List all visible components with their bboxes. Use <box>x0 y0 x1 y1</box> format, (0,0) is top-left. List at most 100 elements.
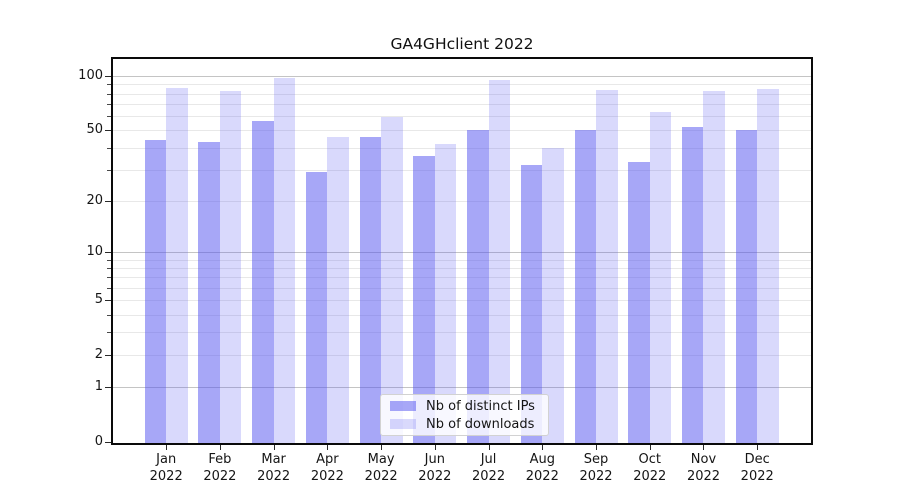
x-axis-label-jan: Jan 2022 <box>149 452 183 484</box>
bar-distinct-ips-feb <box>198 141 220 443</box>
bar-downloads-oct <box>649 112 672 443</box>
y-axis-label: 10 <box>86 243 103 259</box>
gridline-minor <box>113 355 811 357</box>
y-axis-tick <box>105 200 111 202</box>
x-axis-label-mar: Mar 2022 <box>257 452 291 484</box>
x-axis-label-dec: Dec 2022 <box>740 452 774 484</box>
y-axis-label: 1 <box>94 379 103 395</box>
y-axis-label: 5 <box>94 292 103 308</box>
x-axis-tick <box>757 445 759 450</box>
y-axis-minor-tick <box>107 116 111 117</box>
x-axis-tick <box>219 445 221 450</box>
bar-downloads-feb <box>219 90 242 443</box>
bar-distinct-ips-jun <box>413 155 435 443</box>
legend-label: Nb of distinct IPs <box>426 398 535 414</box>
y-axis-minor-tick <box>107 103 111 105</box>
gridline-minor <box>113 169 811 171</box>
chart-title: GA4GHclient 2022 <box>390 35 534 53</box>
gridline-major <box>113 75 811 77</box>
bar-distinct-ips-dec <box>735 130 758 443</box>
y-axis-tick <box>105 355 111 357</box>
x-axis-label-nov: Nov 2022 <box>686 452 721 484</box>
y-axis-tick <box>105 130 111 132</box>
gridline-minor <box>113 287 811 289</box>
bar-downloads-nov <box>703 90 725 443</box>
y-axis-label: 100 <box>78 67 103 83</box>
y-axis-minor-tick <box>107 277 111 279</box>
x-axis-label-feb: Feb 2022 <box>203 452 237 484</box>
gridline-major <box>113 251 811 253</box>
gridline-minor <box>113 267 811 269</box>
gridline-minor <box>113 147 811 149</box>
y-axis-minor-tick <box>107 332 111 334</box>
bar-distinct-ips-may <box>359 136 382 443</box>
y-axis-label: 20 <box>86 192 103 208</box>
x-axis-tick <box>703 445 705 450</box>
legend-label: Nb of downloads <box>426 416 535 432</box>
y-axis-minor-tick <box>107 287 111 289</box>
y-axis-label: 2 <box>94 347 103 363</box>
gridline-minor <box>113 259 811 261</box>
x-axis-tick <box>596 445 598 450</box>
bar-downloads-dec <box>757 88 779 443</box>
gridline-minor <box>113 84 811 86</box>
bar-downloads-jul <box>488 80 511 443</box>
x-axis-tick <box>273 445 275 450</box>
x-axis-label-jul: Jul 2022 <box>472 452 506 484</box>
x-axis-tick <box>434 445 436 450</box>
x-axis-tick <box>166 445 168 450</box>
gridline-minor <box>113 277 811 279</box>
bar-distinct-ips-nov <box>681 127 704 443</box>
bar-downloads-jun <box>434 143 457 443</box>
y-axis-minor-tick <box>107 314 111 316</box>
bar-distinct-ips-jan <box>144 140 167 443</box>
y-axis-minor-tick <box>107 147 111 149</box>
legend-entry: Nb of downloads <box>381 417 548 432</box>
bar-downloads-aug <box>542 147 564 443</box>
bar-distinct-ips-oct <box>628 162 650 443</box>
gridline-minor <box>113 332 811 334</box>
x-axis-tick <box>542 445 544 450</box>
bar-downloads-mar <box>273 78 296 443</box>
bar-downloads-apr <box>327 136 349 443</box>
bar-distinct-ips-mar <box>252 121 274 443</box>
legend: Nb of distinct IPs Nb of downloads <box>380 394 549 436</box>
gridline-major <box>113 387 811 389</box>
bar-distinct-ips-apr <box>305 172 328 443</box>
gridline-minor <box>113 116 811 117</box>
x-axis-label-apr: Apr 2022 <box>310 452 344 484</box>
plot-area: GA4GHclient 2022 0 1 2 5 10 20 50 100 Jan 2022 Feb… <box>78 35 813 484</box>
legend-entry: Nb of distinct IPs <box>381 399 548 414</box>
gridline-minor <box>113 93 811 95</box>
bar-distinct-ips-sep <box>574 130 597 443</box>
x-axis-tick <box>327 445 329 450</box>
bar-distinct-ips-jul <box>467 130 489 443</box>
x-axis-label-oct: Oct 2022 <box>633 452 667 484</box>
y-axis-tick <box>105 300 111 302</box>
y-axis-tick <box>105 442 111 444</box>
bar-downloads-sep <box>596 89 618 443</box>
y-axis-minor-tick <box>107 169 111 171</box>
bar-downloads-jan <box>166 87 188 443</box>
y-axis-minor-tick <box>107 267 111 269</box>
x-axis-tick <box>649 445 651 450</box>
bar-downloads-may <box>381 117 403 443</box>
x-axis-label-may: May 2022 <box>364 452 398 484</box>
gridline-minor <box>113 200 811 202</box>
y-axis-minor-tick <box>107 93 111 95</box>
legend-swatch-distinct-ips <box>390 401 416 411</box>
x-axis-label-sep: Sep 2022 <box>579 452 613 484</box>
y-axis-label: 0 <box>94 434 103 450</box>
bar-distinct-ips-aug <box>520 164 543 443</box>
legend-swatch-downloads <box>390 419 416 429</box>
y-axis-tick <box>105 387 111 389</box>
gridline-minor <box>113 103 811 105</box>
y-axis-tick <box>105 251 111 253</box>
y-axis-minor-tick <box>107 84 111 86</box>
x-axis-label-jun: Jun 2022 <box>418 452 452 484</box>
y-axis-tick <box>105 75 111 77</box>
x-axis-label-aug: Aug 2022 <box>525 452 559 484</box>
x-axis-tick <box>381 445 383 450</box>
gridline-minor <box>113 314 811 316</box>
